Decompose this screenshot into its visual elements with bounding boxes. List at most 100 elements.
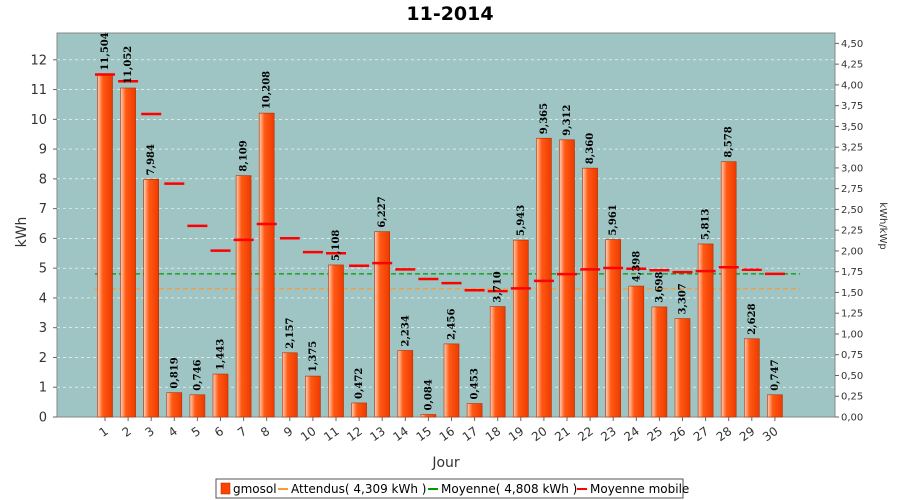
- legend-label-gmosol: gmosol: [233, 482, 277, 496]
- y-tick-label: 5: [39, 262, 47, 277]
- bar: [420, 414, 437, 418]
- value-label: 8,578: [724, 126, 735, 157]
- value-label: 2,456: [447, 309, 458, 340]
- x-tick-label: 26: [668, 424, 689, 444]
- bars: [97, 74, 783, 418]
- bar: [120, 87, 136, 418]
- value-label: 0,747: [770, 359, 781, 390]
- moving-average-markers: [95, 73, 785, 293]
- value-label: 0,472: [354, 368, 365, 399]
- bar: [697, 243, 714, 418]
- x-tick-label: 20: [529, 424, 550, 444]
- bar: [328, 264, 344, 418]
- bar: [628, 285, 645, 418]
- legend-label-attendus: Attendus( 4,309 kWh ): [291, 482, 426, 496]
- y2-tick-label: 4,00: [841, 80, 863, 91]
- bar: [512, 239, 529, 418]
- reference-lines: [95, 273, 800, 290]
- y-tick-label: 12: [30, 53, 47, 68]
- value-label: 5,943: [516, 205, 527, 236]
- x-tick-label: 15: [414, 424, 435, 444]
- x-tick-label: 14: [390, 424, 411, 444]
- value-label: 3,307: [678, 283, 689, 314]
- y2-tick-label: 3,75: [841, 101, 863, 112]
- y-tick-label: 8: [39, 172, 47, 187]
- y-tick-label: 3: [39, 321, 47, 336]
- y2-axis-label: kWh/kWp: [877, 202, 888, 249]
- x-tick-label: 25: [645, 424, 666, 444]
- x-tick-label: 16: [437, 424, 458, 444]
- y2-tick-label: 1,75: [841, 267, 863, 278]
- value-label: 5,108: [331, 230, 342, 261]
- y2-tick-label: 4,50: [841, 39, 863, 50]
- x-tick-label: 23: [598, 424, 619, 444]
- y-tick-label: 2: [39, 351, 47, 366]
- legend: gmosol Attendus( 4,309 kWh ) Moyenne( 4,…: [215, 478, 689, 499]
- x-tick-label: 13: [367, 424, 388, 444]
- bar: [767, 394, 783, 418]
- value-label: 5,813: [701, 209, 712, 240]
- value-label: 8,109: [239, 140, 250, 171]
- bar: [281, 352, 298, 418]
- value-labels: 11,504 11,052 7,984 0,819 0,746 1,443 8,109 10,…: [100, 32, 781, 410]
- bar: [143, 179, 159, 418]
- x-tick-label: 27: [691, 424, 712, 444]
- value-label: 0,746: [192, 359, 203, 390]
- bar: [443, 343, 460, 418]
- x-tick-label: 18: [483, 424, 504, 444]
- y2-tick-label: 2,75: [841, 184, 863, 195]
- bar: [605, 239, 622, 418]
- x-tick-label: 12: [344, 424, 365, 444]
- bar: [489, 306, 506, 418]
- bar: [559, 139, 575, 418]
- y2-tick-label: 3,50: [841, 122, 863, 133]
- bar: [258, 112, 275, 418]
- bar: [466, 403, 483, 418]
- bar: [166, 392, 183, 418]
- value-label: 3,698: [654, 272, 665, 303]
- y-tick-label: 6: [39, 232, 47, 247]
- x-tick-label: 4: [166, 424, 180, 440]
- bar: [743, 338, 760, 418]
- x-tick-label: 10: [298, 424, 319, 444]
- x-tick-label: 30: [760, 424, 781, 444]
- y-axis-label: kWh: [14, 217, 30, 248]
- value-label: 5,961: [608, 204, 619, 235]
- bar: [351, 402, 367, 418]
- value-label: 9,312: [562, 104, 573, 135]
- x-tick-label: 24: [621, 424, 642, 444]
- y2-tick-label: 0,75: [841, 350, 863, 361]
- value-label: 2,628: [747, 303, 758, 334]
- bar: [674, 318, 691, 418]
- x-tick-label: 28: [714, 424, 735, 444]
- y2-tick-label: 2,00: [841, 246, 863, 257]
- y-tick-label: 7: [39, 202, 47, 217]
- y2-tick-label: 1,00: [841, 329, 863, 340]
- x-tick-label: 1: [96, 424, 110, 440]
- x-axis-label: Jour: [431, 455, 460, 471]
- value-label: 2,234: [400, 315, 411, 346]
- chart-title: 11-2014: [406, 3, 493, 25]
- y2-tick-label: 3,00: [841, 163, 863, 174]
- x-tick-label: 9: [281, 424, 295, 440]
- y2-tick-label: 4,25: [841, 60, 863, 71]
- y2-tick-label: 0,50: [841, 371, 863, 382]
- x-tick-label: 21: [552, 424, 573, 444]
- bar: [305, 375, 321, 418]
- value-label: 2,157: [285, 317, 296, 348]
- x-tick-label: 19: [506, 424, 527, 444]
- value-label: 6,227: [377, 196, 388, 227]
- x-tick-label: 29: [737, 424, 758, 444]
- legend-box: [215, 478, 684, 499]
- y2-tick-label: 0,00: [841, 413, 863, 424]
- bar: [582, 167, 598, 418]
- y-tick-label: 0: [39, 411, 47, 426]
- x-tick-label: 11: [321, 424, 342, 444]
- bar: [397, 350, 414, 418]
- value-label: 1,375: [308, 341, 319, 372]
- value-label: 3,710: [493, 271, 504, 302]
- x-tick-label: 6: [212, 424, 226, 440]
- y-axis-right: 0,00 0,25 0,50 0,75 1,00 1,25 1,50 1,75 2,00 2,25…: [835, 39, 863, 424]
